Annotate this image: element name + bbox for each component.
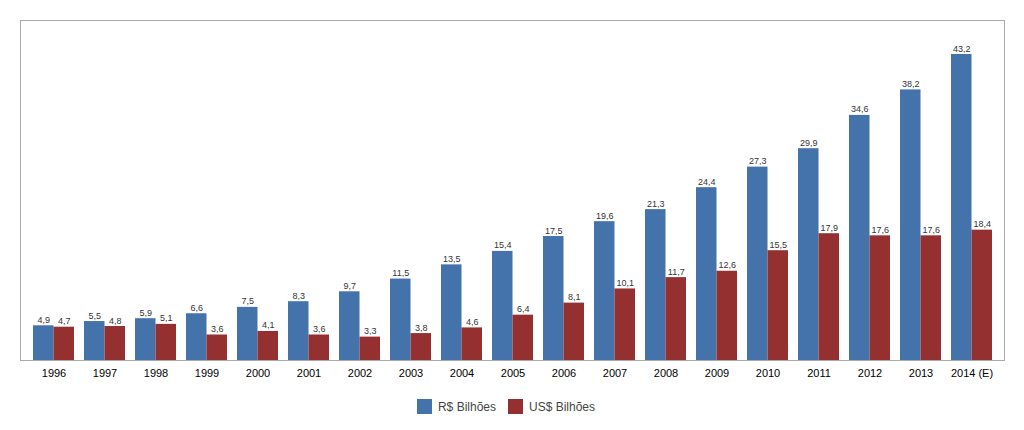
svg-text:1998: 1998 xyxy=(144,367,168,379)
svg-text:17,6: 17,6 xyxy=(871,225,889,235)
svg-text:4,7: 4,7 xyxy=(58,316,71,326)
svg-text:2002: 2002 xyxy=(348,367,372,379)
svg-text:17,6: 17,6 xyxy=(922,225,940,235)
svg-text:2000: 2000 xyxy=(246,367,270,379)
svg-text:6,4: 6,4 xyxy=(517,304,530,314)
svg-text:5,1: 5,1 xyxy=(160,313,173,323)
svg-text:34,6: 34,6 xyxy=(851,104,869,114)
svg-text:4,9: 4,9 xyxy=(37,315,50,325)
svg-text:21,3: 21,3 xyxy=(647,199,665,209)
svg-text:1996: 1996 xyxy=(42,367,66,379)
svg-text:3,8: 3,8 xyxy=(415,323,428,333)
svg-text:17,5: 17,5 xyxy=(545,226,563,236)
svg-text:19,6: 19,6 xyxy=(596,211,614,221)
html-text:US$ Bilhões: US$ Bilhões xyxy=(529,399,595,414)
svg-text:2012: 2012 xyxy=(858,367,882,379)
svg-text:8,3: 8,3 xyxy=(292,291,305,301)
svg-text:4,6: 4,6 xyxy=(466,317,479,327)
svg-text:2009: 2009 xyxy=(705,367,729,379)
svg-text:2013: 2013 xyxy=(909,367,933,379)
svg-text:2007: 2007 xyxy=(603,367,627,379)
svg-text:10,1: 10,1 xyxy=(616,278,634,288)
svg-text:11,5: 11,5 xyxy=(392,268,409,278)
svg-text:18,4: 18,4 xyxy=(973,219,991,229)
svg-text:1999: 1999 xyxy=(195,367,219,379)
svg-text:2005: 2005 xyxy=(501,367,525,379)
svg-text:15,5: 15,5 xyxy=(769,240,787,250)
svg-text:27,3: 27,3 xyxy=(749,156,767,166)
svg-text:3,6: 3,6 xyxy=(211,324,224,334)
svg-text:2003: 2003 xyxy=(399,367,423,379)
svg-text:2006: 2006 xyxy=(552,367,576,379)
svg-text:17,9: 17,9 xyxy=(820,223,838,233)
svg-text:24,4: 24,4 xyxy=(698,177,716,187)
svg-text:2004: 2004 xyxy=(450,367,474,379)
html-text:R$ Bilhões: R$ Bilhões xyxy=(438,399,496,414)
svg-text:2001: 2001 xyxy=(297,367,321,379)
svg-text:1997: 1997 xyxy=(93,367,117,379)
svg-text:38,2: 38,2 xyxy=(902,79,920,89)
svg-text:13,5: 13,5 xyxy=(443,254,461,264)
svg-text:4,1: 4,1 xyxy=(262,320,275,330)
svg-text:29,9: 29,9 xyxy=(800,138,818,148)
svg-text:15,4: 15,4 xyxy=(494,240,512,250)
svg-text:2014 (E): 2014 (E) xyxy=(951,367,993,379)
svg-text:43,2: 43,2 xyxy=(953,44,971,54)
svg-text:2008: 2008 xyxy=(654,367,678,379)
svg-text:2010: 2010 xyxy=(756,367,780,379)
svg-text:5,9: 5,9 xyxy=(139,308,152,318)
svg-text:5,5: 5,5 xyxy=(88,311,101,321)
svg-text:12,6: 12,6 xyxy=(718,260,736,270)
svg-text:3,6: 3,6 xyxy=(313,324,326,334)
svg-text:9,7: 9,7 xyxy=(343,281,356,291)
svg-text:7,5: 7,5 xyxy=(241,296,254,306)
svg-text:2011: 2011 xyxy=(807,367,831,379)
svg-text:11,7: 11,7 xyxy=(668,267,685,277)
svg-text:3,3: 3,3 xyxy=(364,326,377,336)
svg-text:6,6: 6,6 xyxy=(190,303,203,313)
svg-text:4,8: 4,8 xyxy=(109,316,122,326)
svg-text:8,1: 8,1 xyxy=(568,292,581,302)
